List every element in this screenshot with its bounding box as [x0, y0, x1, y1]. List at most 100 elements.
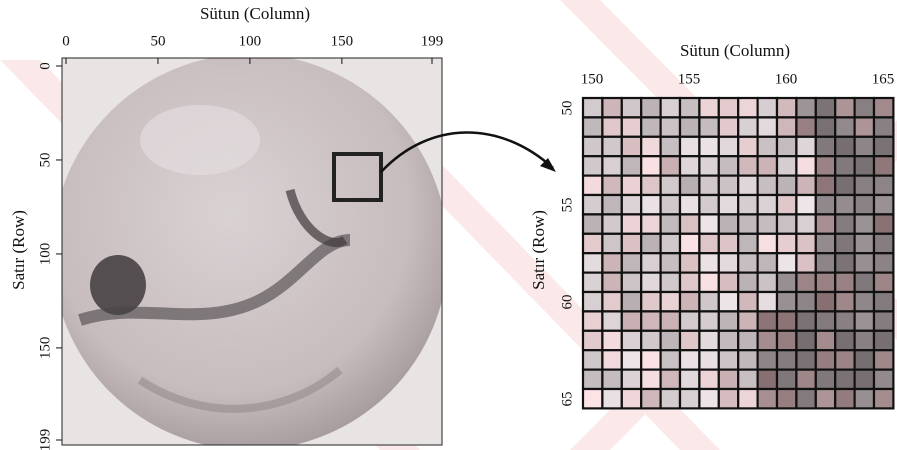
pixel-cell: [622, 331, 641, 350]
pixel-cell: [777, 292, 796, 311]
pixel-cell: [661, 195, 680, 214]
right-y-title: Satır (Row): [529, 210, 548, 290]
pixel-cell: [758, 273, 777, 292]
pixel-cell: [622, 98, 641, 117]
pixel-cell: [719, 389, 738, 408]
pixel-cell: [583, 253, 602, 272]
pixel-cell: [583, 389, 602, 408]
zoom-grid: [583, 98, 893, 408]
pixel-cell: [602, 98, 621, 117]
pixel-cell: [835, 253, 854, 272]
pixel-cell: [738, 176, 757, 195]
pixel-cell: [583, 137, 602, 156]
y-tick-label: 150: [37, 337, 53, 360]
pixel-cell: [641, 311, 660, 330]
pixel-cell: [622, 137, 641, 156]
pixel-cell: [758, 253, 777, 272]
pixel-cell: [758, 389, 777, 408]
pixel-cell: [602, 195, 621, 214]
pixel-cell: [874, 195, 893, 214]
pixel-cell: [738, 234, 757, 253]
pixel-cell: [719, 350, 738, 369]
left-y-title: Satır (Row): [9, 210, 28, 290]
pixel-cell: [738, 273, 757, 292]
pixel-cell: [719, 234, 738, 253]
pixel-cell: [738, 331, 757, 350]
pixel-cell: [641, 214, 660, 233]
pixel-cell: [719, 98, 738, 117]
pixel-cell: [835, 156, 854, 175]
pixel-cell: [622, 117, 641, 136]
pixel-cell: [758, 117, 777, 136]
pixel-cell: [641, 253, 660, 272]
pixel-cell: [816, 389, 835, 408]
pixel-cell: [855, 292, 874, 311]
pixel-cell: [583, 156, 602, 175]
pixel-cell: [641, 331, 660, 350]
pixel-cell: [583, 292, 602, 311]
pixel-cell: [699, 156, 718, 175]
pixel-cell: [661, 117, 680, 136]
pixel-cell: [758, 98, 777, 117]
pixel-cell: [641, 98, 660, 117]
pixel-cell: [855, 389, 874, 408]
pixel-cell: [796, 176, 815, 195]
pixel-cell: [855, 195, 874, 214]
pixel-cell: [680, 117, 699, 136]
pixel-cell: [777, 117, 796, 136]
pixel-cell: [777, 234, 796, 253]
pixel-cell: [796, 195, 815, 214]
pixel-cell: [680, 311, 699, 330]
pixel-cell: [583, 214, 602, 233]
pixel-cell: [874, 311, 893, 330]
pixel-cell: [738, 311, 757, 330]
pixel-cell: [680, 156, 699, 175]
pixel-cell: [622, 311, 641, 330]
pixel-cell: [661, 176, 680, 195]
pixel-cell: [835, 117, 854, 136]
pixel-cell: [855, 214, 874, 233]
pixel-cell: [835, 137, 854, 156]
y-tick-label: 60: [559, 295, 575, 310]
pixel-cell: [622, 273, 641, 292]
pixel-cell: [602, 214, 621, 233]
pixel-cell: [602, 137, 621, 156]
right-x-title: Sütun (Column): [680, 41, 790, 60]
pixel-cell: [758, 137, 777, 156]
pixel-cell: [719, 273, 738, 292]
pixel-cell: [816, 176, 835, 195]
pixel-cell: [758, 214, 777, 233]
figure: Sütun (Column) Satır (Row) Sütun (Column…: [0, 0, 897, 450]
pixel-cell: [738, 195, 757, 214]
pixel-cell: [641, 370, 660, 389]
pixel-cell: [777, 273, 796, 292]
pixel-cell: [816, 156, 835, 175]
pixel-cell: [835, 292, 854, 311]
pixel-cell: [583, 311, 602, 330]
y-tick-label: 199: [37, 429, 53, 450]
pixel-cell: [835, 389, 854, 408]
pixel-cell: [874, 176, 893, 195]
pixel-cell: [816, 292, 835, 311]
pixel-cell: [796, 253, 815, 272]
pixel-cell: [874, 370, 893, 389]
pixel-cell: [758, 234, 777, 253]
pixel-cell: [641, 389, 660, 408]
pixel-cell: [758, 156, 777, 175]
pixel-cell: [602, 253, 621, 272]
pixel-cell: [719, 214, 738, 233]
pixel-cell: [855, 370, 874, 389]
y-tick-label: 50: [559, 101, 575, 116]
pixel-cell: [602, 156, 621, 175]
pixel-cell: [622, 370, 641, 389]
pixel-cell: [855, 156, 874, 175]
y-tick-label: 65: [559, 392, 575, 407]
pixel-cell: [622, 350, 641, 369]
pixel-cell: [641, 117, 660, 136]
pixel-cell: [661, 292, 680, 311]
pixel-cell: [680, 273, 699, 292]
x-tick-label: 155: [678, 71, 701, 87]
pixel-cell: [874, 273, 893, 292]
pixel-cell: [758, 195, 777, 214]
pixel-cell: [699, 370, 718, 389]
